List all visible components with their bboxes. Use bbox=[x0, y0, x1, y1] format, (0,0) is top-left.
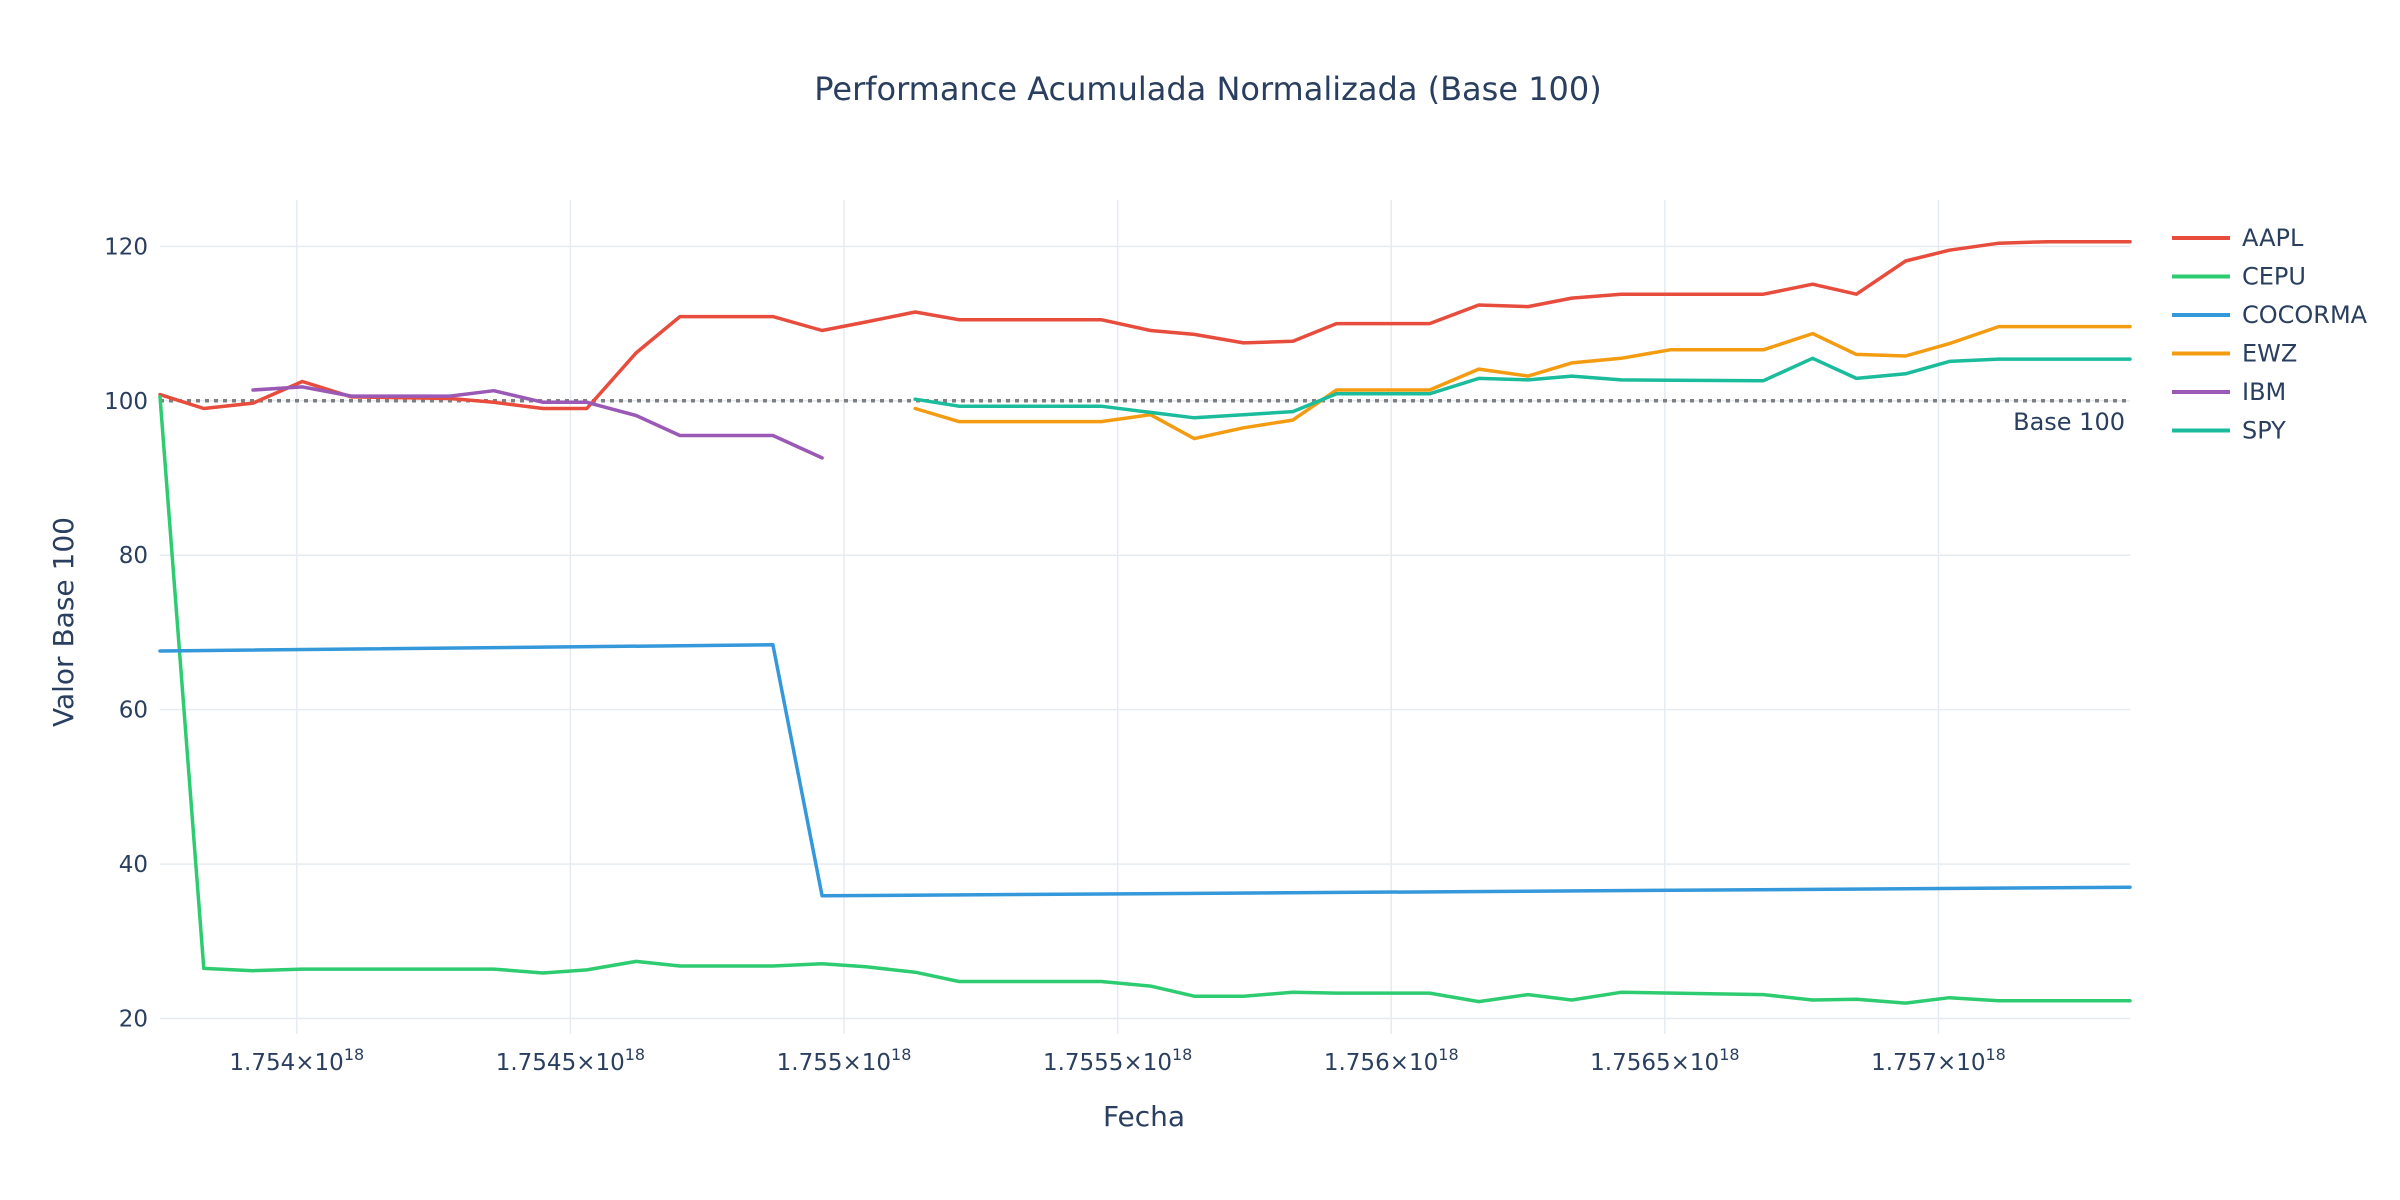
x-tick-exponent: 18 bbox=[891, 1045, 911, 1064]
reference-line-group: Base 100 bbox=[160, 399, 2130, 436]
y-tick-label: 60 bbox=[119, 698, 148, 724]
x-tick-label: 1.755×1018 bbox=[777, 1045, 912, 1076]
y-tick-label: 80 bbox=[119, 543, 148, 569]
x-tick-exponent: 18 bbox=[1985, 1045, 2005, 1064]
x-tick-mantissa: 1.757 bbox=[1871, 1050, 1937, 1076]
x-tick-times: ×10 bbox=[576, 1050, 625, 1076]
x-tick-mantissa: 1.754 bbox=[229, 1050, 295, 1076]
y-tick-label: 120 bbox=[104, 234, 148, 260]
legend: AAPL CEPU COCORMA EWZ IBM SPY bbox=[2172, 224, 2368, 445]
x-axis-ticks: 1.754×1018 1.7545×1018 1.755×1018 1.7555×10… bbox=[229, 1045, 2005, 1076]
x-tick-mantissa: 1.756 bbox=[1324, 1050, 1390, 1076]
series-line-cocorma bbox=[158, 643, 2132, 898]
grid bbox=[160, 200, 2130, 1034]
x-tick-mantissa: 1.7565 bbox=[1590, 1050, 1670, 1076]
x-tick-exponent: 18 bbox=[1719, 1045, 1739, 1064]
x-tick-label: 1.757×1018 bbox=[1871, 1045, 2006, 1076]
series-group bbox=[158, 239, 2132, 1005]
x-tick-times: ×10 bbox=[843, 1050, 892, 1076]
legend-label-ewz: EWZ bbox=[2242, 340, 2297, 368]
x-tick-label: 1.7565×1018 bbox=[1590, 1045, 1739, 1076]
y-tick-label: 20 bbox=[119, 1007, 148, 1033]
x-tick-label: 1.756×1018 bbox=[1324, 1045, 1459, 1076]
x-tick-times: ×10 bbox=[1123, 1050, 1172, 1076]
series-line-spy bbox=[913, 356, 2132, 420]
x-tick-mantissa: 1.7545 bbox=[496, 1050, 576, 1076]
x-tick-label: 1.754×1018 bbox=[229, 1045, 364, 1076]
x-axis-title: Fecha bbox=[1103, 1100, 1185, 1133]
x-tick-exponent: 18 bbox=[1438, 1045, 1458, 1064]
x-tick-mantissa: 1.7555 bbox=[1043, 1050, 1123, 1076]
x-tick-exponent: 18 bbox=[344, 1045, 364, 1064]
legend-label-spy: SPY bbox=[2242, 417, 2286, 445]
x-tick-exponent: 18 bbox=[1172, 1045, 1192, 1064]
series-line-ewz bbox=[913, 324, 2132, 441]
x-tick-mantissa: 1.755 bbox=[777, 1050, 843, 1076]
series-line-ibm bbox=[251, 385, 824, 460]
x-tick-times: ×10 bbox=[295, 1050, 344, 1076]
x-tick-times: ×10 bbox=[1671, 1050, 1720, 1076]
y-axis-ticks: 20 40 60 80 100 120 bbox=[104, 234, 148, 1032]
legend-label-cepu: CEPU bbox=[2242, 263, 2306, 291]
base-100-label: Base 100 bbox=[2013, 408, 2125, 436]
legend-label-aapl: AAPL bbox=[2242, 224, 2304, 252]
series-line-aapl bbox=[158, 239, 2132, 411]
y-axis-title: Valor Base 100 bbox=[47, 517, 80, 727]
series-line-cepu bbox=[158, 395, 2132, 1005]
chart-title: Performance Acumulada Normalizada (Base … bbox=[814, 70, 1602, 108]
y-tick-label: 100 bbox=[104, 389, 148, 415]
x-tick-times: ×10 bbox=[1390, 1050, 1439, 1076]
x-tick-label: 1.7555×1018 bbox=[1043, 1045, 1192, 1076]
x-tick-times: ×10 bbox=[1937, 1050, 1986, 1076]
x-tick-label: 1.7545×1018 bbox=[496, 1045, 645, 1076]
legend-label-cocorma: COCORMA bbox=[2242, 301, 2368, 329]
y-tick-label: 40 bbox=[119, 852, 148, 878]
x-tick-exponent: 18 bbox=[625, 1045, 645, 1064]
legend-label-ibm: IBM bbox=[2242, 378, 2286, 406]
